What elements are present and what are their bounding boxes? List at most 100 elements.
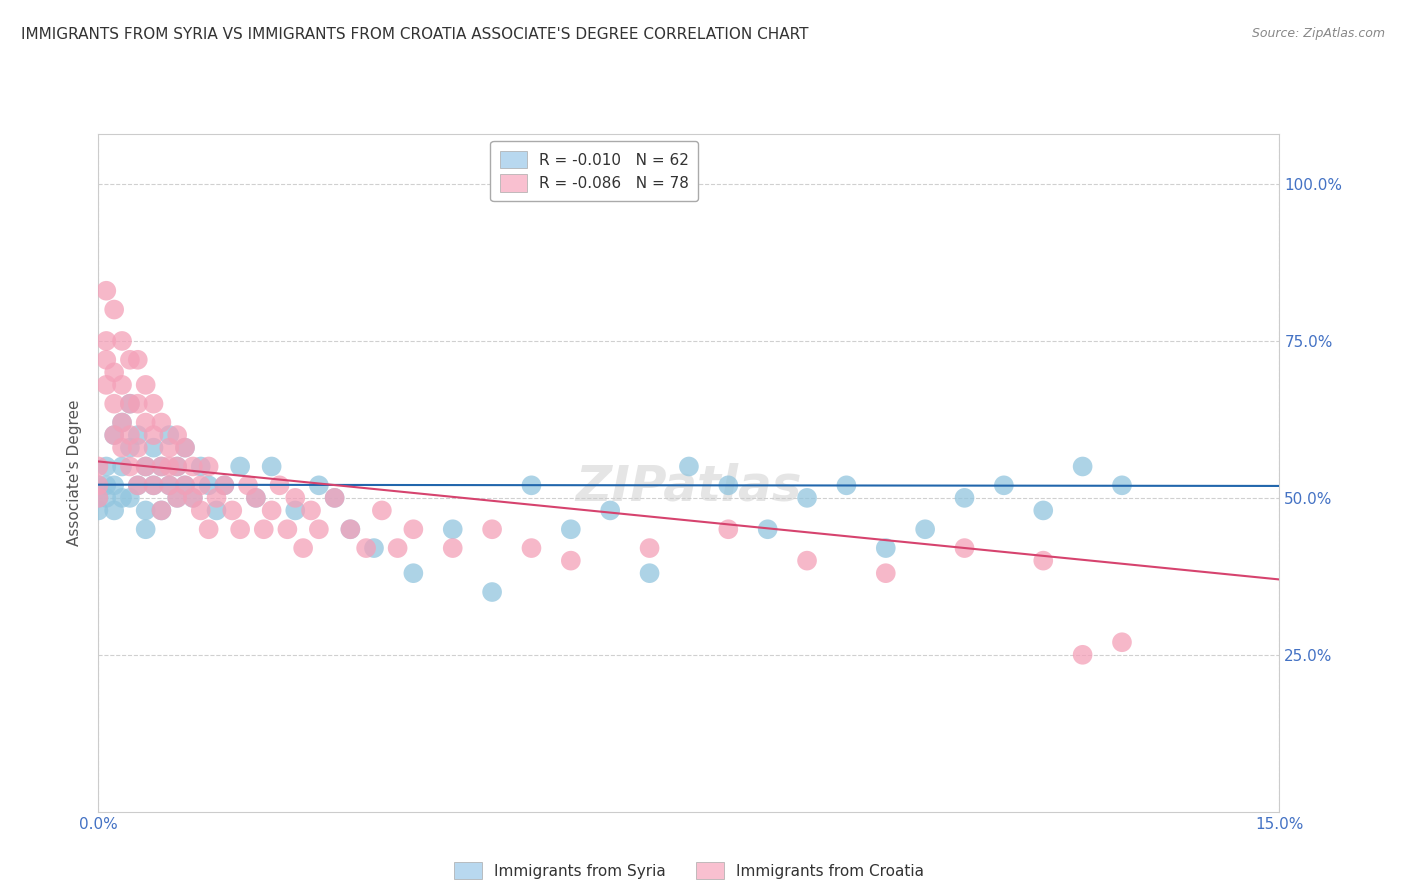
Point: [245, 491, 267, 505]
Y-axis label: Associate's Degree: Associate's Degree: [67, 400, 83, 546]
Point: [150, 503, 173, 517]
Point: [1071, 648, 1094, 662]
Point: [135, 416, 157, 430]
Point: [103, 397, 125, 411]
Point: [197, 459, 219, 474]
Point: [87, 491, 110, 505]
Point: [127, 428, 149, 442]
Point: [96, 478, 118, 492]
Point: [166, 459, 188, 474]
Point: [166, 459, 188, 474]
Point: [269, 478, 291, 492]
Point: [87, 478, 110, 492]
Point: [875, 541, 897, 555]
Point: [481, 522, 503, 536]
Point: [103, 503, 125, 517]
Point: [142, 397, 165, 411]
Point: [118, 459, 141, 474]
Point: [717, 478, 740, 492]
Point: [150, 459, 173, 474]
Point: [111, 491, 134, 505]
Point: [441, 522, 464, 536]
Point: [835, 478, 858, 492]
Point: [127, 478, 149, 492]
Point: [103, 428, 125, 442]
Point: [87, 491, 110, 505]
Point: [87, 478, 110, 492]
Point: [174, 441, 197, 455]
Point: [174, 441, 197, 455]
Point: [142, 478, 165, 492]
Point: [111, 377, 134, 392]
Point: [339, 522, 361, 536]
Point: [150, 416, 173, 430]
Point: [103, 428, 125, 442]
Point: [1032, 503, 1054, 517]
Point: [953, 491, 976, 505]
Point: [118, 352, 141, 367]
Point: [127, 441, 149, 455]
Legend: Immigrants from Syria, Immigrants from Croatia: Immigrants from Syria, Immigrants from C…: [449, 855, 929, 886]
Point: [111, 459, 134, 474]
Point: [214, 478, 236, 492]
Point: [118, 441, 141, 455]
Point: [284, 503, 307, 517]
Point: [402, 566, 425, 581]
Point: [181, 459, 204, 474]
Point: [181, 491, 204, 505]
Point: [127, 478, 149, 492]
Point: [96, 377, 118, 392]
Point: [157, 478, 180, 492]
Point: [197, 522, 219, 536]
Point: [1071, 459, 1094, 474]
Point: [717, 522, 740, 536]
Point: [197, 478, 219, 492]
Point: [111, 416, 134, 430]
Point: [157, 459, 180, 474]
Point: [135, 522, 157, 536]
Point: [308, 522, 330, 536]
Point: [221, 503, 243, 517]
Point: [166, 491, 188, 505]
Point: [363, 541, 385, 555]
Point: [441, 541, 464, 555]
Point: [402, 522, 425, 536]
Point: [157, 441, 180, 455]
Text: ZIPatlas: ZIPatlas: [575, 462, 803, 510]
Point: [276, 522, 298, 536]
Point: [599, 503, 621, 517]
Point: [111, 334, 134, 348]
Point: [96, 334, 118, 348]
Point: [96, 459, 118, 474]
Point: [323, 491, 346, 505]
Point: [205, 491, 228, 505]
Point: [260, 459, 283, 474]
Point: [1032, 554, 1054, 568]
Point: [481, 585, 503, 599]
Point: [560, 554, 582, 568]
Point: [127, 352, 149, 367]
Point: [245, 491, 267, 505]
Point: [260, 503, 283, 517]
Point: [387, 541, 409, 555]
Point: [796, 554, 818, 568]
Point: [520, 541, 543, 555]
Point: [96, 352, 118, 367]
Point: [135, 377, 157, 392]
Point: [135, 503, 157, 517]
Point: [253, 522, 276, 536]
Point: [339, 522, 361, 536]
Point: [87, 503, 110, 517]
Point: [299, 503, 322, 517]
Point: [214, 478, 236, 492]
Point: [796, 491, 818, 505]
Point: [103, 365, 125, 379]
Point: [190, 503, 212, 517]
Point: [205, 503, 228, 517]
Point: [354, 541, 377, 555]
Point: [323, 491, 346, 505]
Point: [1111, 635, 1133, 649]
Point: [174, 478, 197, 492]
Point: [142, 428, 165, 442]
Point: [875, 566, 897, 581]
